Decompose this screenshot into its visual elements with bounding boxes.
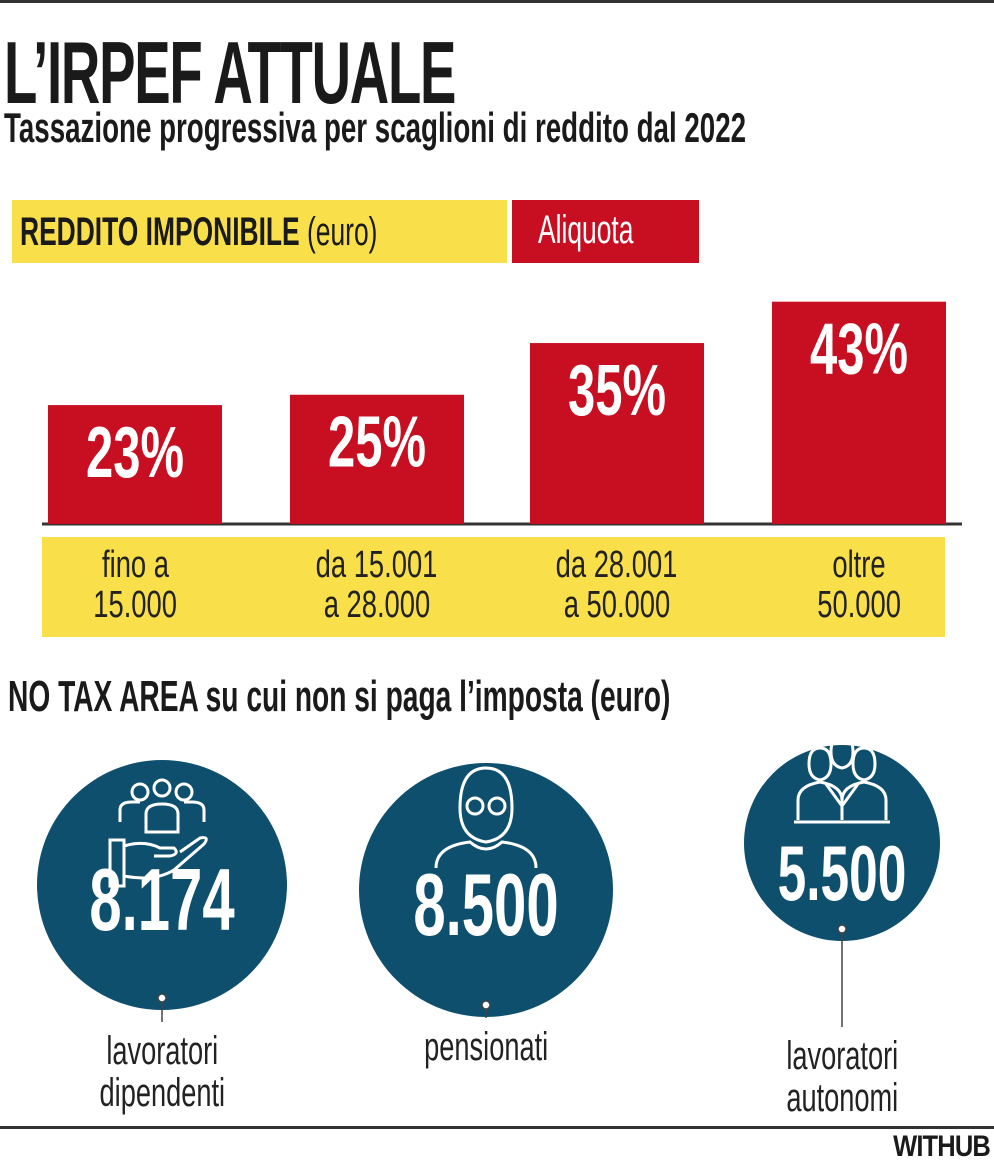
no-tax-label-line: lavoratori bbox=[786, 1034, 898, 1078]
bar-value-label: 43% bbox=[810, 309, 908, 390]
no-tax-label-line: dipendenti bbox=[99, 1071, 225, 1115]
legend-rate: Aliquota bbox=[512, 200, 699, 263]
brand-logo: WITHUB bbox=[876, 1130, 991, 1164]
bar bbox=[772, 301, 946, 524]
bottom-rule bbox=[0, 1126, 994, 1129]
no-tax-label-line: autonomi bbox=[786, 1076, 898, 1120]
page-title: L’IRPEF ATTUALE bbox=[4, 22, 732, 124]
bar bbox=[48, 405, 222, 524]
brand-text: WITHUB bbox=[893, 1130, 991, 1163]
bar bbox=[290, 394, 464, 524]
no-tax-circle bbox=[359, 763, 613, 1017]
no-tax-circle bbox=[37, 760, 287, 1010]
category-label-line: da 15.001 bbox=[316, 544, 438, 586]
legend-income: REDDITO IMPONIBILE (euro) bbox=[12, 200, 507, 263]
bar-value-label: 35% bbox=[568, 351, 666, 432]
category-label-line: 15.000 bbox=[93, 584, 177, 626]
no-tax-value: 8.174 bbox=[89, 851, 235, 949]
bar-value-label: 23% bbox=[86, 413, 184, 494]
category-label: oltre 50.000 bbox=[759, 545, 959, 625]
hand-people-icon bbox=[108, 778, 208, 888]
elderly-person-icon bbox=[434, 766, 538, 869]
category-label-line: a 28.000 bbox=[323, 584, 431, 626]
no-tax-value: 8.500 bbox=[413, 856, 558, 954]
legend-income-label: REDDITO IMPONIBILE bbox=[20, 210, 300, 254]
top-rule bbox=[0, 0, 994, 3]
category-label: da 15.001 a 28.000 bbox=[277, 545, 477, 625]
bar bbox=[530, 343, 704, 524]
no-tax-label: pensionati bbox=[356, 1026, 616, 1068]
no-tax-value: 5.500 bbox=[778, 830, 907, 917]
business-group-icon bbox=[794, 734, 890, 824]
legend-rate-label: Aliquota bbox=[538, 208, 634, 252]
category-label-line: 50.000 bbox=[817, 584, 901, 626]
connector-dot bbox=[157, 993, 167, 1003]
category-label-line: a 50.000 bbox=[563, 584, 671, 626]
category-label-line: fino a bbox=[101, 544, 169, 586]
subtitle: Tassazione progressiva per scaglioni di … bbox=[4, 104, 994, 152]
category-label-line: da 28.001 bbox=[556, 544, 678, 586]
category-label: da 28.001 a 50.000 bbox=[517, 545, 717, 625]
connector-dot bbox=[837, 924, 847, 934]
no-tax-label-line: pensionati bbox=[423, 1025, 549, 1069]
no-tax-label: lavoratori dipendenti bbox=[32, 1030, 292, 1114]
no-tax-circle bbox=[744, 745, 940, 941]
category-band bbox=[42, 537, 945, 637]
category-label: fino a 15.000 bbox=[35, 545, 235, 625]
category-label-line: oltre bbox=[832, 544, 886, 586]
subtitle-text: Tassazione progressiva per scaglioni di … bbox=[4, 104, 747, 151]
bar-value-label: 25% bbox=[328, 402, 426, 483]
no-tax-heading-text: NO TAX AREA su cui non si paga l’imposta… bbox=[8, 672, 671, 721]
legend-income-unit: (euro) bbox=[307, 210, 378, 254]
no-tax-label-line: lavoratori bbox=[106, 1029, 218, 1073]
connector-dot bbox=[481, 1000, 491, 1010]
no-tax-label: lavoratori autonomi bbox=[712, 1035, 972, 1119]
no-tax-heading: NO TAX AREA su cui non si paga l’imposta… bbox=[8, 672, 994, 722]
title-text: L’IRPEF ATTUALE bbox=[4, 23, 456, 122]
